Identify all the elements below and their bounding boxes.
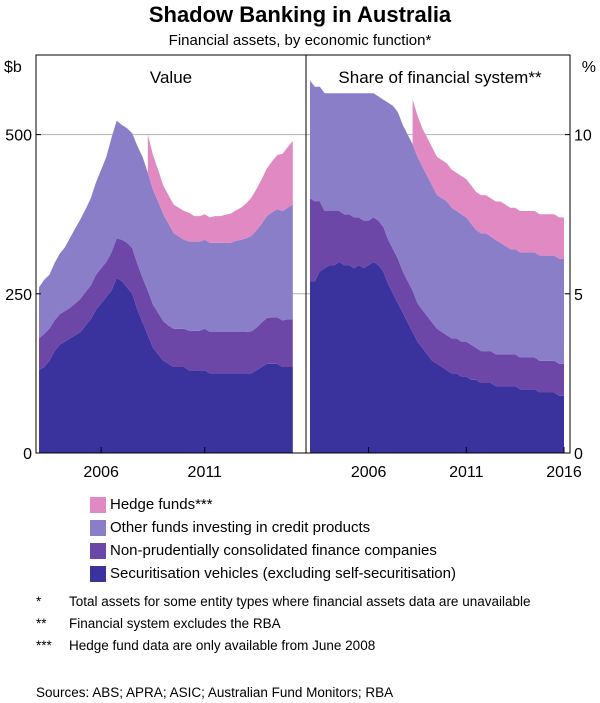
footnote-mark: ** (36, 616, 47, 631)
legend-label-nonprudential: Non-prudentially consolidated finance co… (110, 542, 437, 559)
series-area-other-funds-value (39, 120, 293, 339)
legend-label-securitisation: Securitisation vehicles (excluding self-… (110, 565, 456, 582)
y-tick-label-left: 0 (23, 446, 32, 463)
y-tick-label-left: 500 (5, 128, 32, 145)
footnote-text: Total assets for some entity types where… (69, 594, 531, 609)
x-tick-label: 2006 (83, 464, 119, 481)
legend-label-other-funds: Other funds investing in credit products (110, 519, 371, 536)
series-area-hedge-value (147, 134, 293, 243)
footnote: ** Financial system excludes the RBA (36, 615, 576, 632)
series-area-hedge-share (412, 99, 564, 259)
footnotes: * Total assets for some entity types whe… (36, 593, 576, 659)
footnote: *** Hedge fund data are only available f… (36, 637, 576, 654)
x-tick-label: 2011 (188, 464, 223, 481)
series-area-nonprudential-value (39, 238, 293, 374)
chart-title: Shadow Banking in Australia (148, 2, 452, 27)
y-axis-unit-left: $b (4, 59, 22, 76)
x-tick-label: 2011 (449, 464, 484, 481)
x-tick-label: 2016 (546, 464, 582, 481)
footnote-text: Hedge fund data are only available from … (69, 638, 376, 653)
legend-label-hedge-funds: Hedge funds*** (110, 496, 213, 513)
panel-title-value: Value (150, 68, 192, 87)
chart-frame (35, 54, 571, 454)
y-tick-label-right: 5 (574, 287, 583, 304)
footnote: * Total assets for some entity types whe… (36, 593, 576, 610)
left-panel-areas (39, 120, 293, 453)
y-tick-label-right: 10 (574, 128, 592, 145)
series-area-securitisation-value (39, 277, 293, 453)
legend-swatch-nonprudential (90, 543, 106, 559)
y-tick-label-right: 0 (574, 446, 583, 463)
x-tick-label: 2006 (351, 464, 387, 481)
footnote-mark: * (36, 594, 42, 609)
chart-labels: Value 0 250 500 2006 2011 $b Share of financial… (4, 59, 596, 481)
legend-swatch-other-funds (90, 520, 106, 536)
series-area-other-funds-share (310, 80, 564, 364)
y-axis-unit-right: % (582, 59, 596, 76)
legend-swatch-securitisation (90, 566, 106, 582)
sources: Sources: ABS; APRA; ASIC; Australian Fun… (36, 685, 394, 700)
series-area-nonprudential-share (310, 198, 564, 396)
chart-subtitle: Financial assets, by economic function* (168, 32, 432, 49)
footnote-text: Financial system excludes the RBA (69, 616, 281, 631)
plot-frame (35, 54, 571, 454)
right-panel-areas (310, 80, 564, 453)
series-area-securitisation-share (310, 262, 564, 453)
panel-title-share: Share of financial system** (338, 68, 542, 87)
legend-swatch-hedge-funds (90, 497, 106, 513)
footnote-mark: *** (36, 638, 52, 653)
y-tick-label-left: 250 (5, 287, 32, 304)
chart-canvas: Value 0 250 500 2006 2011 $b Share of financial… (4, 54, 596, 481)
